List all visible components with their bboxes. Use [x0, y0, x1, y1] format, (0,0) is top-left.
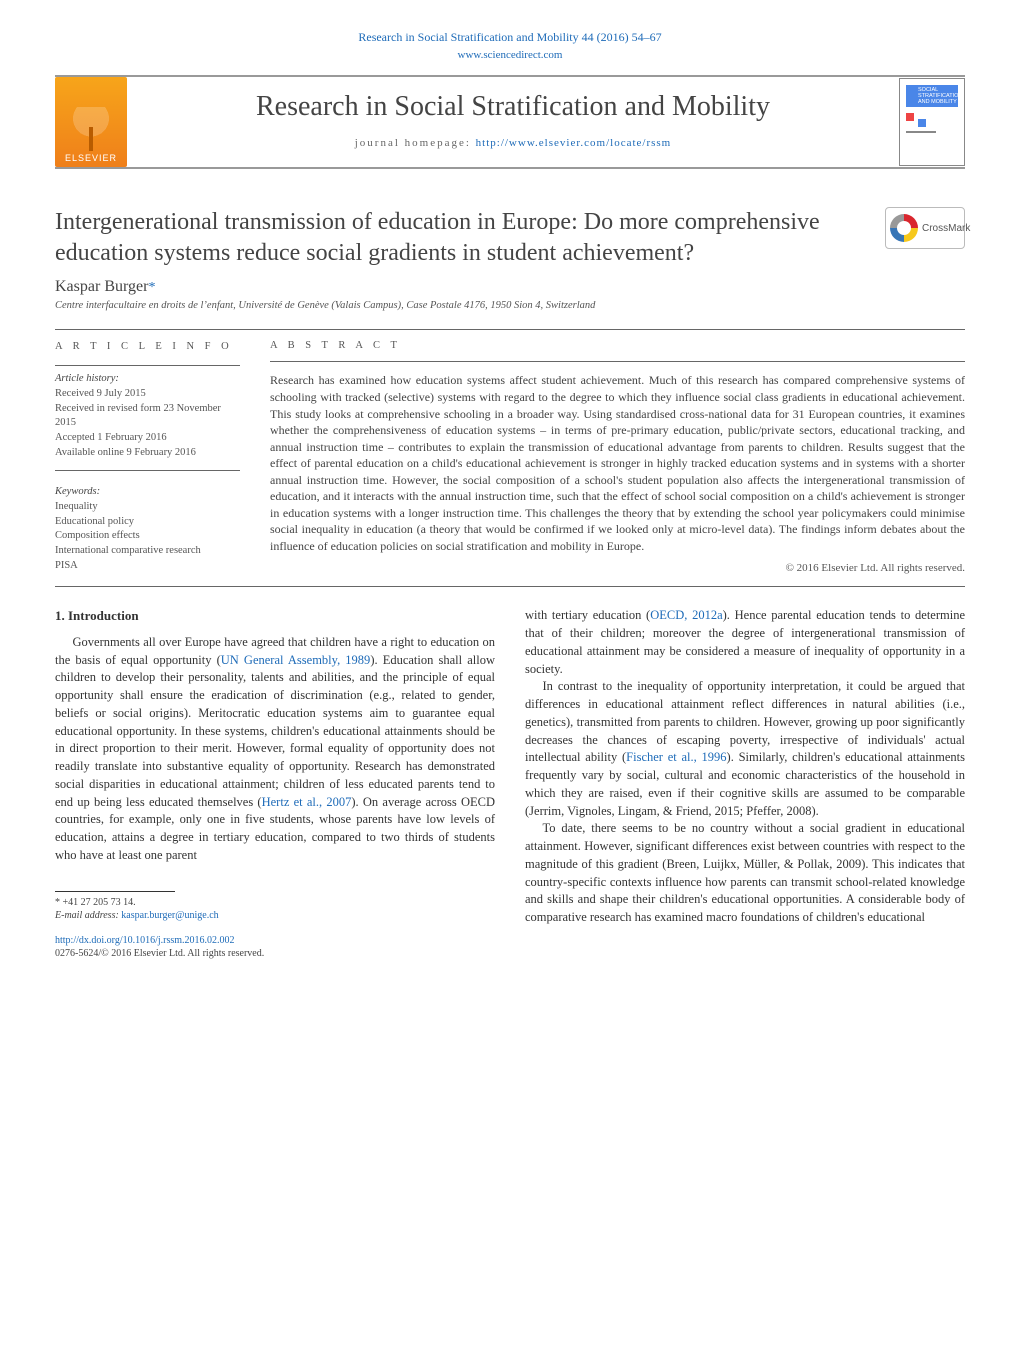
abstract-copyright: © 2016 Elsevier Ltd. All rights reserved… — [270, 562, 965, 574]
affiliation: Centre interfacultaire en droits de l’en… — [55, 300, 965, 311]
sciencedirect-link[interactable]: www.sciencedirect.com — [55, 49, 965, 61]
info-abstract-row: A R T I C L E I N F O Article history: R… — [55, 340, 965, 574]
citation-link[interactable]: OECD, 2012a — [650, 608, 722, 622]
abstract-heading: A B S T R A C T — [270, 340, 965, 351]
email-label: E-mail address: — [55, 910, 121, 921]
section-heading: 1. Introduction — [55, 607, 495, 625]
corr-marker: * — [55, 897, 60, 908]
keywords-label: Keywords: — [55, 485, 240, 500]
abstract-text: Research has examined how education syst… — [270, 372, 965, 554]
history-received: Received 9 July 2015 — [55, 387, 240, 402]
body-column-left: 1. Introduction Governments all over Eur… — [55, 607, 495, 959]
elsevier-label: ELSEVIER — [65, 153, 117, 163]
journal-homepage-link[interactable]: http://www.elsevier.com/locate/rssm — [476, 137, 672, 149]
crossmark-icon — [890, 214, 918, 242]
issn-copyright: 0276-5624/© 2016 Elsevier Ltd. All right… — [55, 948, 264, 959]
history-label: Article history: — [55, 372, 240, 387]
journal-cover-thumbnail: SOCIAL STRATIFICATION AND MOBILITY — [899, 78, 965, 166]
keyword: International comparative research — [55, 544, 240, 559]
article-info-heading: A R T I C L E I N F O — [55, 340, 240, 355]
elsevier-tree-icon — [71, 107, 111, 153]
elsevier-logo: ELSEVIER — [55, 77, 127, 167]
corr-phone: +41 27 205 73 14. — [63, 897, 136, 908]
divider — [55, 365, 240, 366]
divider — [55, 470, 240, 471]
author-text: Kaspar Burger — [55, 278, 148, 295]
divider — [55, 586, 965, 587]
citation-link[interactable]: UN General Assembly, 1989 — [221, 653, 371, 667]
keyword: PISA — [55, 559, 240, 574]
crossmark-label: CrossMark — [922, 223, 970, 234]
keyword: Composition effects — [55, 529, 240, 544]
article-info-column: A R T I C L E I N F O Article history: R… — [55, 340, 240, 574]
keyword: Inequality — [55, 500, 240, 515]
body-paragraph: Governments all over Europe have agreed … — [55, 634, 495, 865]
journal-title: Research in Social Stratification and Mo… — [135, 91, 891, 123]
history-revised: Received in revised form 23 November 201… — [55, 402, 240, 431]
footnote-rule — [55, 891, 175, 892]
doi-link[interactable]: http://dx.doi.org/10.1016/j.rssm.2016.02… — [55, 935, 235, 946]
abstract-column: A B S T R A C T Research has examined ho… — [270, 340, 965, 574]
journal-banner: ELSEVIER Research in Social Stratificati… — [55, 75, 965, 169]
journal-volume-ref: Research in Social Stratification and Mo… — [55, 30, 965, 45]
body-column-right: with tertiary education (OECD, 2012a). H… — [525, 607, 965, 959]
citation-link[interactable]: Fischer et al., 1996 — [626, 750, 726, 764]
section-title: Introduction — [68, 608, 139, 623]
section-number: 1. — [55, 608, 65, 623]
body-paragraph: In contrast to the inequality of opportu… — [525, 678, 965, 820]
keyword: Educational policy — [55, 515, 240, 530]
body-paragraph: To date, there seems to be no country wi… — [525, 820, 965, 927]
citation-link[interactable]: Hertz et al., 2007 — [262, 795, 352, 809]
divider — [55, 329, 965, 330]
crossmark-badge[interactable]: CrossMark — [885, 207, 965, 249]
homepage-label: journal homepage: — [355, 137, 476, 149]
history-accepted: Accepted 1 February 2016 — [55, 431, 240, 446]
body-paragraph: with tertiary education (OECD, 2012a). H… — [525, 607, 965, 678]
article-title: Intergenerational transmission of educat… — [55, 207, 865, 268]
author-corr-marker: * — [148, 280, 155, 295]
author-name: Kaspar Burger* — [55, 278, 965, 296]
journal-cover-text: SOCIAL STRATIFICATION AND MOBILITY — [918, 87, 964, 105]
body-columns: 1. Introduction Governments all over Eur… — [55, 607, 965, 959]
journal-homepage-line: journal homepage: http://www.elsevier.co… — [135, 137, 891, 149]
corr-footnote: * +41 27 205 73 14. E-mail address: kasp… — [55, 896, 495, 922]
divider — [270, 361, 965, 362]
corr-email-link[interactable]: kaspar.burger@unige.ch — [121, 910, 218, 921]
history-online: Available online 9 February 2016 — [55, 446, 240, 461]
